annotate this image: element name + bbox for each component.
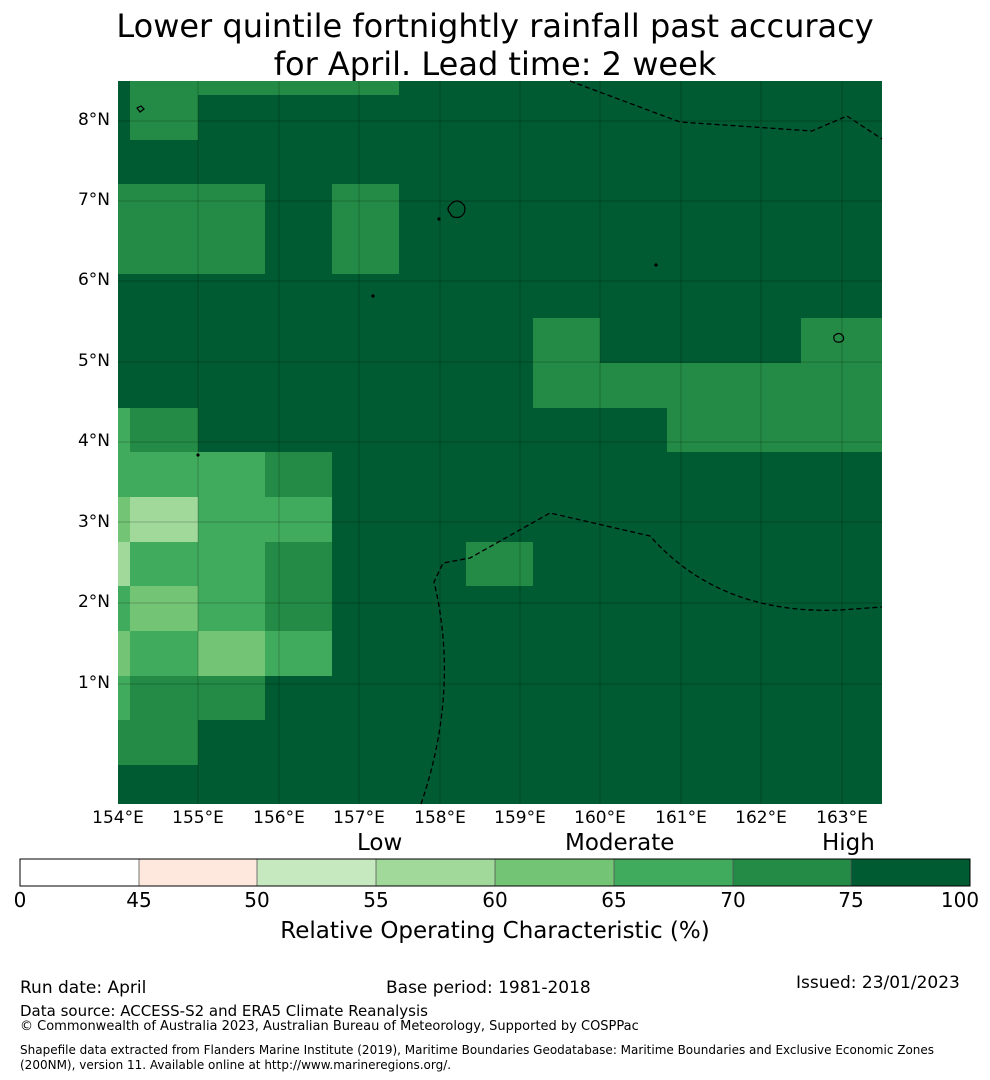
grid-cell — [118, 631, 130, 676]
grid-cell — [130, 408, 198, 452]
lon-tick-label: 162°E — [735, 808, 787, 828]
colorbar-tick-label: 50 — [244, 888, 270, 912]
run-date-text: Run date: April — [20, 978, 147, 998]
lon-tick-label: 155°E — [172, 808, 224, 828]
grid-cell — [198, 81, 399, 95]
colorbar-tick-label: 100 — [940, 888, 980, 912]
lat-tick-label: 7°N — [77, 190, 110, 210]
grid-cell — [600, 363, 667, 408]
lat-tick-label: 2°N — [77, 592, 110, 612]
grid-cell — [118, 408, 130, 452]
lon-tick-label: 163°E — [816, 808, 868, 828]
grid-cell — [118, 586, 130, 631]
lat-tick-label: 5°N — [77, 351, 110, 371]
shapefile-credit-text: Shapefile data extracted from Flanders M… — [20, 1043, 935, 1072]
grid-cell — [332, 184, 399, 274]
grid-cell — [130, 586, 198, 631]
data-source-text: Data source: ACCESS-S2 and ERA5 Climate … — [20, 1002, 428, 1020]
lon-tick-label: 160°E — [574, 808, 626, 828]
grid-cell — [265, 586, 332, 631]
grid-cell — [533, 318, 600, 408]
island-outlines — [136, 105, 845, 457]
grid-cell — [130, 542, 265, 586]
grid-cell — [118, 497, 130, 542]
colorbar-bin — [851, 859, 970, 886]
island-outline — [136, 105, 145, 113]
island-outline — [447, 200, 466, 219]
islet-marker — [196, 453, 200, 457]
eez-boundaries — [420, 80, 883, 805]
eez-boundary-south — [420, 512, 883, 805]
lat-tick-label: 8°N — [77, 110, 110, 130]
islet-marker — [437, 217, 441, 221]
islet-marker — [371, 294, 375, 298]
grid-cell — [118, 676, 130, 720]
grid-cell — [198, 452, 265, 497]
grid-cell — [265, 542, 332, 586]
island-outline — [833, 332, 845, 343]
roc-grid-cells — [118, 81, 882, 804]
colorbar-tick-label: 0 — [13, 888, 27, 912]
lat-tick-label: 6°N — [77, 270, 110, 290]
lon-tick-label: 158°E — [414, 808, 466, 828]
grid-cell — [118, 184, 265, 274]
chart-title-line-2: for April. Lead time: 2 week — [273, 45, 717, 83]
colorbar-bin — [614, 859, 733, 886]
grid-cell — [667, 363, 882, 452]
colorbar-axis-label: Relative Operating Characteristic (%) — [280, 918, 710, 944]
lon-tick-label: 156°E — [253, 808, 305, 828]
chart-title-line-1: Lower quintile fortnightly rainfall past… — [116, 7, 874, 45]
base-period-text: Base period: 1981-2018 — [386, 978, 591, 998]
lat-tick-label: 4°N — [77, 431, 110, 451]
colorbar-tick-label: 60 — [482, 888, 508, 912]
grid-cell — [130, 676, 265, 720]
issued-date-text: Issued: 23/01/2023 — [796, 973, 960, 993]
grid-cell — [198, 497, 332, 542]
grid-cell — [130, 81, 198, 140]
islet-marker — [654, 263, 658, 267]
lon-tick-label: 157°E — [333, 808, 385, 828]
grid-cell — [265, 452, 332, 497]
grid-cell — [130, 631, 198, 676]
grid-cell — [198, 631, 265, 676]
eez-boundary-north — [569, 80, 883, 140]
grid-cell — [118, 452, 198, 497]
grid-cell — [198, 586, 265, 631]
colorbar-bin — [733, 859, 851, 886]
grid-cell — [118, 720, 198, 765]
grid-cell — [118, 542, 130, 586]
lon-tick-label: 161°E — [655, 808, 707, 828]
colorbar-tick-label: 45 — [126, 888, 152, 912]
colorbar-bin — [495, 859, 614, 886]
colorbar — [19, 858, 971, 887]
copyright-text: © Commonwealth of Australia 2023, Austra… — [20, 1019, 639, 1034]
lon-tick-label: 154°E — [92, 808, 144, 828]
lat-tick-label: 3°N — [77, 512, 110, 532]
colorbar-tick-label: 55 — [363, 888, 389, 912]
grid-cell — [801, 318, 882, 363]
colorbar-tick-label: 70 — [720, 888, 746, 912]
colorbar-low-label: Low — [357, 830, 403, 856]
grid-cell — [466, 542, 533, 586]
colorbar-bin — [139, 859, 257, 886]
colorbar-moderate-label: Moderate — [565, 830, 675, 856]
lat-tick-label: 1°N — [77, 673, 110, 693]
lon-tick-label: 159°E — [494, 808, 546, 828]
grid-cell — [265, 631, 332, 676]
colorbar-tick-label: 75 — [838, 888, 864, 912]
colorbar-bin — [376, 859, 495, 886]
colorbar-bin — [257, 859, 376, 886]
colorbar-bin — [20, 859, 139, 886]
colorbar-frame — [19, 858, 971, 887]
colorbar-high-label: High — [822, 830, 875, 856]
map-gridlines — [118, 81, 882, 804]
colorbar-tick-label: 65 — [601, 888, 627, 912]
grid-cell — [130, 497, 198, 542]
